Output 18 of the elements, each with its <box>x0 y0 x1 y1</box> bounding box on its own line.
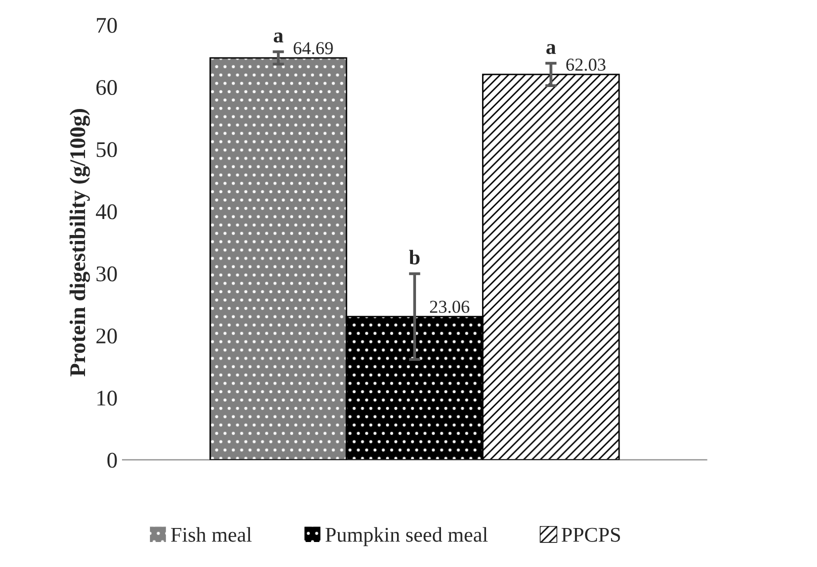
legend-label: PPCPS <box>562 528 620 542</box>
y-tick-label: 60 <box>96 80 117 96</box>
data-label: 62.03 <box>566 58 606 71</box>
data-label: 23.06 <box>430 300 470 313</box>
annotation: a <box>274 32 284 43</box>
annotation: b <box>409 250 420 265</box>
y-axis-title: Protein digestibility (g/100g) <box>70 109 90 376</box>
y-tick-label: 40 <box>96 204 117 220</box>
legend-label: Fish meal <box>171 527 252 542</box>
y-tick-label: 70 <box>96 18 117 33</box>
data-label: 64.69 <box>294 42 333 54</box>
annotation: a <box>546 44 556 54</box>
y-tick-label: 10 <box>97 390 117 406</box>
legend-label: Pumpkin seed meal <box>326 527 488 546</box>
y-tick-label: 30 <box>96 266 117 282</box>
y-tick-label: 0 <box>107 452 117 468</box>
y-tick-label: 20 <box>96 328 117 344</box>
y-tick-label: 50 <box>96 142 117 158</box>
